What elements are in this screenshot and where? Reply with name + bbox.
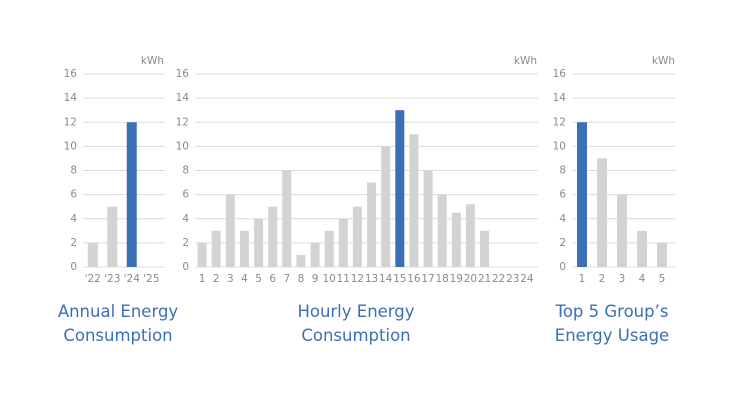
x-tick-label: 4 xyxy=(241,273,248,285)
x-tick-label: '22 xyxy=(85,273,101,285)
y-tick-label: 8 xyxy=(70,165,77,177)
bar xyxy=(197,242,207,267)
x-tick-label: '24 xyxy=(124,273,141,285)
y-tick-label: 2 xyxy=(70,237,77,249)
bar xyxy=(296,254,306,267)
y-tick-label: 12 xyxy=(176,116,189,128)
unit-label: kWh xyxy=(652,55,675,67)
y-tick-label: 12 xyxy=(553,116,566,128)
bar xyxy=(409,134,419,267)
bar xyxy=(617,194,627,267)
chart-title: Top 5 Group’s Energy Usage xyxy=(554,302,670,345)
bar xyxy=(451,212,461,267)
x-tick-label: 20 xyxy=(464,273,477,285)
bar xyxy=(338,218,348,267)
x-tick-label: 9 xyxy=(312,273,319,285)
bar xyxy=(211,230,221,267)
y-tick-label: 8 xyxy=(559,165,566,177)
bar xyxy=(254,218,264,267)
x-tick-label: 3 xyxy=(619,273,626,285)
chart-title: Annual Energy Consumption xyxy=(57,302,179,345)
x-tick-label: 14 xyxy=(379,273,393,285)
y-tick-label: 14 xyxy=(553,92,567,104)
bar xyxy=(381,146,391,267)
bar xyxy=(310,242,320,267)
x-tick-label: 19 xyxy=(450,273,463,285)
y-tick-label: 6 xyxy=(559,189,566,201)
y-tick-label: 2 xyxy=(182,237,189,249)
x-tick-label: 2 xyxy=(599,273,606,285)
bar xyxy=(367,182,377,267)
y-tick-label: 0 xyxy=(70,261,77,273)
x-tick-label: 10 xyxy=(323,273,336,285)
bar xyxy=(637,230,647,267)
bar xyxy=(657,242,667,267)
x-tick-label: 6 xyxy=(269,273,276,285)
bar xyxy=(282,170,292,267)
x-tick-label: 5 xyxy=(255,273,262,285)
y-tick-label: 12 xyxy=(64,116,77,128)
y-tick-label: 14 xyxy=(176,92,190,104)
x-tick-label: 13 xyxy=(365,273,378,285)
unit-label: kWh xyxy=(514,55,537,67)
y-tick-label: 4 xyxy=(559,213,566,225)
x-tick-label: 7 xyxy=(283,273,290,285)
bar xyxy=(87,242,98,267)
x-tick-label: 5 xyxy=(659,273,666,285)
bar xyxy=(352,206,362,267)
bar xyxy=(239,230,249,267)
y-tick-label: 16 xyxy=(553,68,567,80)
y-tick-label: 10 xyxy=(176,140,189,152)
bar xyxy=(597,158,607,267)
x-tick-label: '25 xyxy=(143,273,159,285)
x-tick-label: 1 xyxy=(199,273,206,285)
bar xyxy=(126,122,137,267)
bar xyxy=(577,122,587,267)
x-tick-label: 4 xyxy=(639,273,646,285)
y-tick-label: 10 xyxy=(553,140,566,152)
x-tick-label: 17 xyxy=(421,273,434,285)
x-tick-label: 2 xyxy=(213,273,220,285)
bar xyxy=(423,170,433,267)
x-tick-label: 18 xyxy=(436,273,449,285)
y-tick-label: 0 xyxy=(559,261,566,273)
x-tick-label: 23 xyxy=(506,273,519,285)
bar xyxy=(268,206,278,267)
bar xyxy=(107,206,118,267)
chart-title: Hourly Energy Consumption xyxy=(297,302,415,345)
y-tick-label: 0 xyxy=(182,261,189,273)
x-tick-label: 24 xyxy=(520,273,534,285)
x-tick-label: 8 xyxy=(298,273,305,285)
x-tick-label: 15 xyxy=(393,273,406,285)
y-tick-label: 4 xyxy=(70,213,77,225)
bar xyxy=(437,194,447,267)
x-tick-label: 11 xyxy=(337,273,350,285)
x-tick-label: 3 xyxy=(227,273,234,285)
y-tick-label: 16 xyxy=(176,68,190,80)
x-tick-label: 16 xyxy=(407,273,421,285)
bar xyxy=(480,230,490,267)
bar xyxy=(465,204,475,267)
y-tick-label: 10 xyxy=(64,140,77,152)
y-tick-label: 8 xyxy=(182,165,189,177)
y-tick-label: 14 xyxy=(64,92,78,104)
y-tick-label: 6 xyxy=(70,189,77,201)
bar xyxy=(324,230,334,267)
x-tick-label: 22 xyxy=(492,273,505,285)
y-tick-label: 2 xyxy=(559,237,566,249)
y-tick-label: 16 xyxy=(64,68,78,80)
x-tick-label: 1 xyxy=(579,273,586,285)
y-tick-label: 6 xyxy=(182,189,189,201)
x-tick-label: 12 xyxy=(351,273,364,285)
x-tick-label: '23 xyxy=(104,273,120,285)
bar xyxy=(225,194,235,267)
unit-label: kWh xyxy=(141,55,164,67)
bar xyxy=(395,110,405,267)
y-tick-label: 4 xyxy=(182,213,189,225)
x-tick-label: 21 xyxy=(478,273,491,285)
